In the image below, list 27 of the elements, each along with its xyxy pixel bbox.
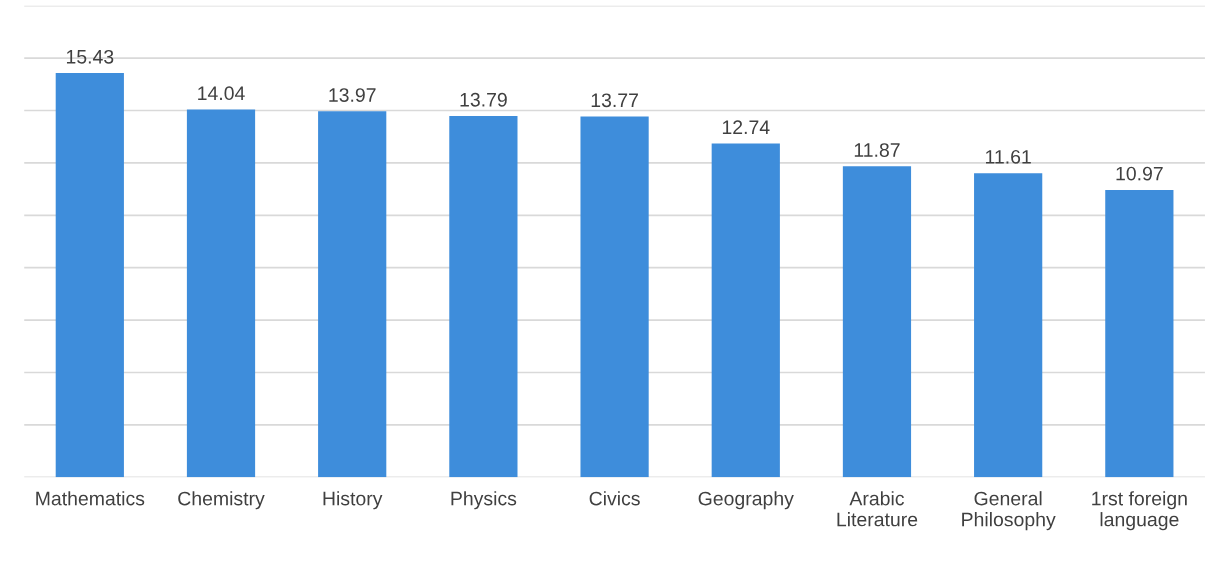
data-label: 14.04 [198, 86, 245, 101]
bar [55, 73, 124, 478]
bar [318, 111, 387, 478]
x-tick-label: Physics [451, 491, 517, 510]
x-tick-label: Chemistry [178, 491, 265, 510]
bar [711, 143, 780, 478]
data-label: 11.61 [986, 149, 1031, 164]
bar [1105, 189, 1174, 478]
bar [580, 116, 649, 478]
bar [186, 109, 256, 478]
data-label: 11.87 [854, 143, 900, 157]
data-label: 15.43 [66, 49, 114, 64]
data-label: 13.97 [329, 88, 376, 102]
data-label: 12.74 [722, 120, 770, 134]
x-tick-label: Mathematics [36, 491, 145, 506]
x-tick-label: General Philosophy [962, 491, 1056, 531]
data-label: 13.77 [591, 93, 638, 108]
x-tick-label: Civics [589, 491, 640, 506]
x-tick-label: 1rst foreign language [1092, 491, 1187, 531]
bar [449, 116, 518, 478]
x-tick-label: Geography [698, 491, 794, 510]
data-label: 10.97 [1116, 166, 1163, 181]
x-tick-label: Arabic Literature [837, 491, 918, 527]
bar [842, 166, 912, 478]
data-label: 13.79 [460, 92, 507, 107]
bar [974, 173, 1043, 478]
x-tick-label: History [323, 491, 383, 510]
